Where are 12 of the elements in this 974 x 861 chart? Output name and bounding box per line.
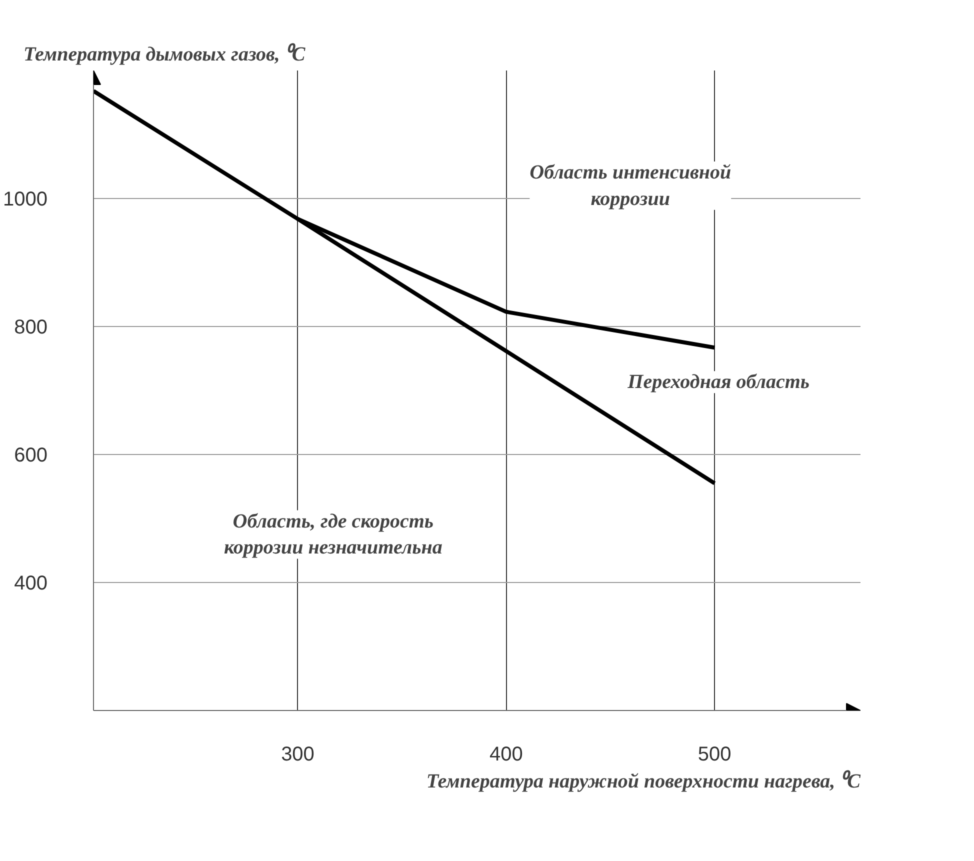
y-tick-label: 1000 — [3, 188, 48, 210]
y-axis-title: Температура дымовых газов, ⁰C — [24, 42, 306, 66]
annotation: Область, где скорость коррозии незначительна — [224, 510, 442, 559]
x-tick-label: 500 — [698, 744, 732, 766]
y-tick-label: 800 — [14, 316, 48, 338]
y-tick-label: 600 — [14, 444, 48, 466]
y-tick-label: 400 — [14, 572, 48, 594]
x-tick-label: 300 — [281, 744, 314, 766]
x-tick-label: 400 — [489, 744, 523, 766]
annotation: Переходная область — [626, 371, 810, 394]
x-axis-title: Температура наружной поверхности нагрева, ⁰C — [426, 770, 862, 792]
annotation: Область интенсивной коррозии — [530, 162, 732, 210]
